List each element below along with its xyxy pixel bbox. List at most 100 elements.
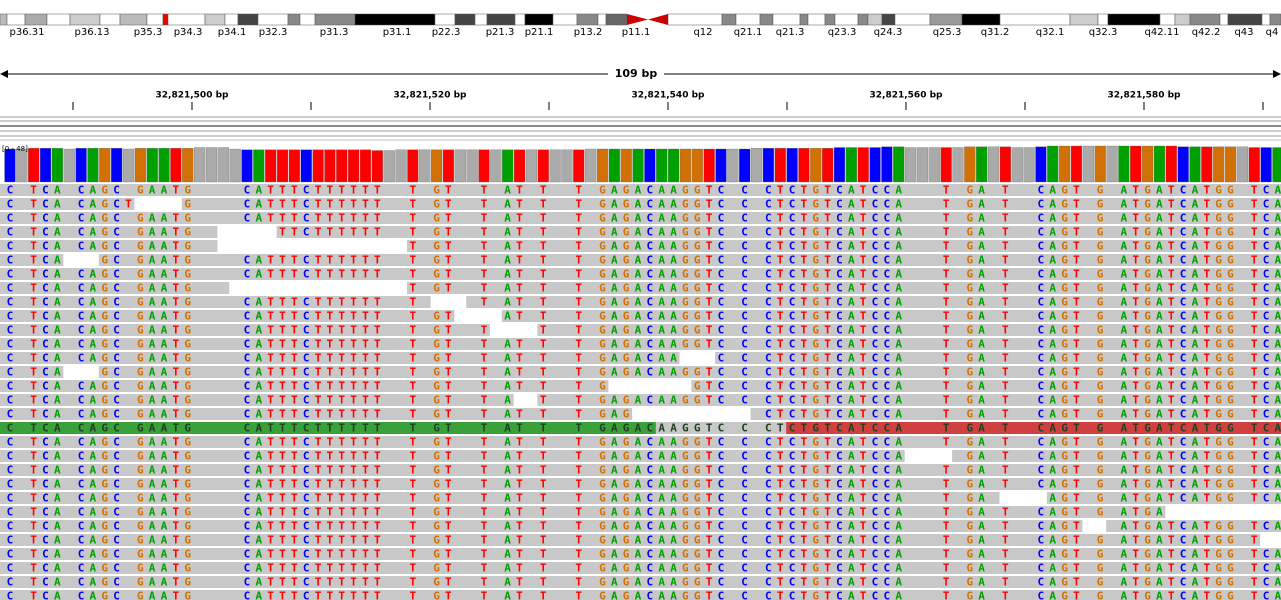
base: T xyxy=(575,282,582,295)
base: G xyxy=(1061,184,1068,197)
base: A xyxy=(611,534,618,547)
base: A xyxy=(504,366,511,379)
base: C xyxy=(78,352,85,365)
base: G xyxy=(694,436,701,449)
base: C xyxy=(42,282,49,295)
base: G xyxy=(1144,226,1151,239)
coverage-bar xyxy=(822,148,834,183)
base: G xyxy=(1061,492,1068,505)
base: A xyxy=(504,254,511,267)
base: T xyxy=(575,520,582,533)
base: A xyxy=(978,576,985,589)
base: A xyxy=(161,436,168,449)
coverage-bar xyxy=(146,148,158,183)
base: T xyxy=(824,282,831,295)
base: C xyxy=(7,492,14,505)
base: A xyxy=(149,534,156,547)
base: A xyxy=(149,268,156,281)
base: C xyxy=(789,366,796,379)
base: T xyxy=(315,576,322,589)
base: A xyxy=(978,436,985,449)
base: A xyxy=(149,324,156,337)
base: A xyxy=(90,436,97,449)
base: A xyxy=(90,534,97,547)
base: G xyxy=(101,212,108,225)
base: T xyxy=(943,534,950,547)
base: T xyxy=(1002,240,1009,253)
base: G xyxy=(433,310,440,323)
coverage-bar xyxy=(478,149,490,183)
base: A xyxy=(1121,338,1128,351)
base: G xyxy=(966,464,973,477)
base: C xyxy=(647,436,654,449)
base: T xyxy=(575,576,582,589)
base: A xyxy=(149,366,156,379)
base: T xyxy=(374,366,381,379)
base: G xyxy=(812,422,819,435)
base: C xyxy=(718,422,725,435)
base: T xyxy=(777,352,784,365)
read xyxy=(0,408,633,420)
base: A xyxy=(161,226,168,239)
base: G xyxy=(1061,576,1068,589)
base: G xyxy=(184,324,191,337)
base: A xyxy=(1121,366,1128,379)
base: A xyxy=(635,548,642,561)
coverage-bar xyxy=(632,148,644,183)
base: C xyxy=(741,366,748,379)
base: T xyxy=(860,380,867,393)
base: C xyxy=(1038,240,1045,253)
base: C xyxy=(244,548,251,561)
base: G xyxy=(184,254,191,267)
base: T xyxy=(801,324,808,337)
base: T xyxy=(374,450,381,463)
base: G xyxy=(623,324,630,337)
coverage-bar xyxy=(1094,145,1106,183)
base: C xyxy=(7,436,14,449)
base: C xyxy=(1263,576,1270,589)
base: T xyxy=(1168,338,1175,351)
base: C xyxy=(303,478,310,491)
base: G xyxy=(1215,212,1222,225)
base: A xyxy=(1192,562,1199,575)
base: T xyxy=(540,492,547,505)
base: G xyxy=(184,394,191,407)
base: T xyxy=(801,394,808,407)
base: A xyxy=(161,324,168,337)
base: T xyxy=(267,324,274,337)
base: T xyxy=(943,506,950,519)
base: C xyxy=(836,422,843,435)
base: A xyxy=(635,422,642,435)
base: G xyxy=(1144,212,1151,225)
base: A xyxy=(1156,478,1163,491)
base: A xyxy=(149,436,156,449)
base: A xyxy=(1192,254,1199,267)
base: C xyxy=(113,464,120,477)
base: T xyxy=(338,296,345,309)
base: G xyxy=(966,548,973,561)
base: A xyxy=(635,506,642,519)
base: T xyxy=(481,408,488,421)
read xyxy=(750,408,1281,420)
base: A xyxy=(1156,534,1163,547)
base: A xyxy=(1121,520,1128,533)
base: T xyxy=(860,436,867,449)
base: T xyxy=(824,184,831,197)
base: C xyxy=(836,562,843,575)
base: G xyxy=(682,520,689,533)
base: A xyxy=(1121,422,1128,435)
base: T xyxy=(374,492,381,505)
base: T xyxy=(1073,408,1080,421)
base: C xyxy=(78,394,85,407)
band-label: q31.2 xyxy=(981,27,1010,38)
base: T xyxy=(1132,366,1139,379)
base: G xyxy=(966,380,973,393)
base: A xyxy=(54,338,61,351)
base: T xyxy=(777,254,784,267)
base: T xyxy=(410,422,417,435)
coverage-bar xyxy=(490,149,502,183)
base: A xyxy=(1275,520,1281,533)
base: T xyxy=(1251,534,1258,547)
base: G xyxy=(184,352,191,365)
base: T xyxy=(1002,436,1009,449)
